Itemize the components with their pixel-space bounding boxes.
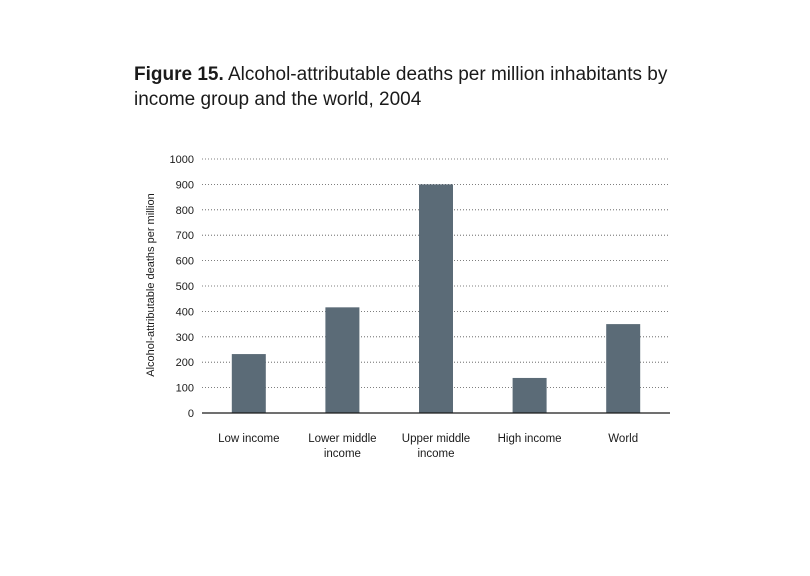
x-category-label: High income bbox=[498, 433, 562, 445]
y-tick-label: 500 bbox=[176, 281, 194, 293]
y-tick-labels: 0 100 200 300 400 500 600 700 800 900 1000 bbox=[170, 154, 194, 420]
figure-number: Figure 15. bbox=[134, 64, 224, 85]
y-tick-label: 700 bbox=[176, 230, 194, 242]
x-category-label: income bbox=[417, 448, 454, 460]
y-tick-label: 1000 bbox=[170, 154, 194, 166]
y-tick-label: 300 bbox=[176, 332, 194, 344]
x-category-label: income bbox=[324, 448, 361, 460]
bar bbox=[325, 307, 360, 413]
y-axis-title: Alcohol-attributable deaths per million bbox=[145, 193, 157, 376]
bar bbox=[512, 377, 547, 413]
y-tick-label: 100 bbox=[176, 383, 194, 395]
bar bbox=[606, 324, 641, 413]
y-tick-label: 0 bbox=[188, 408, 194, 420]
x-category-label: World bbox=[608, 433, 638, 445]
y-tick-label: 600 bbox=[176, 256, 194, 268]
y-tick-label: 900 bbox=[176, 179, 194, 191]
figure-title-text: Alcohol-attributable deaths per million … bbox=[134, 64, 668, 110]
bar bbox=[231, 354, 266, 413]
figure-title: Figure 15. Alcohol-attributable deaths p… bbox=[134, 62, 694, 112]
y-tick-label: 400 bbox=[176, 306, 194, 318]
bars bbox=[231, 184, 641, 413]
y-tick-label: 800 bbox=[176, 205, 194, 217]
x-category-labels: Low income Lower middle income Upper middle… bbox=[218, 433, 638, 460]
y-tick-label: 200 bbox=[176, 357, 194, 369]
x-category-label: Lower middle bbox=[308, 433, 376, 445]
bar bbox=[419, 184, 453, 413]
x-category-label: Upper middle bbox=[402, 433, 470, 445]
x-category-label: Low income bbox=[218, 433, 279, 445]
